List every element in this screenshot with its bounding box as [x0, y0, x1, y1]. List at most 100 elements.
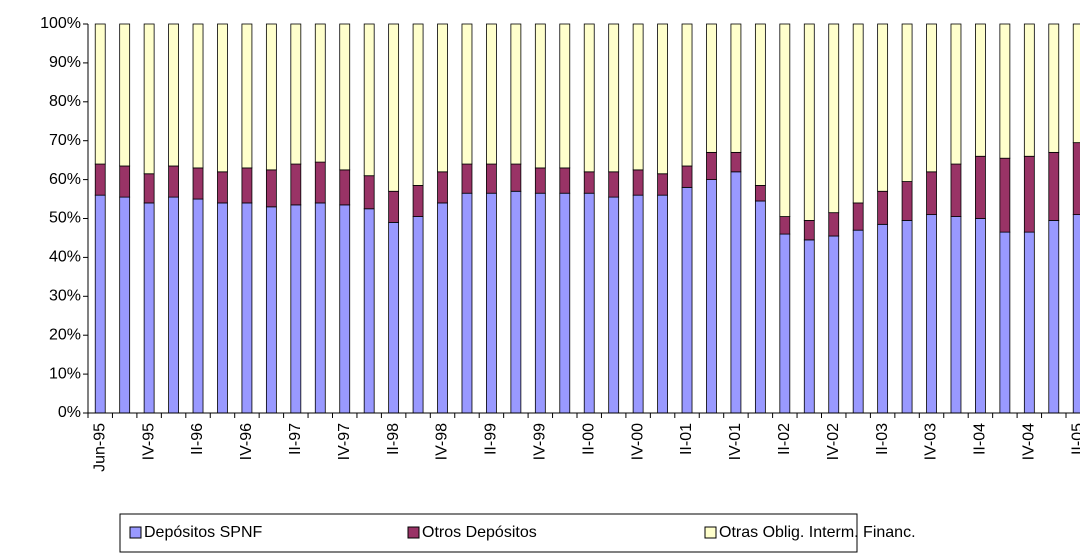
bar-segment: [412, 23, 424, 186]
bar-segment: [94, 194, 106, 414]
bar-segment: [828, 212, 840, 237]
x-tick-label: IV-99: [532, 423, 549, 460]
bar-segment: [192, 198, 204, 414]
bar-segment: [290, 204, 302, 414]
bar-segment: [754, 23, 766, 186]
bar-segment: [94, 23, 106, 165]
bar-segment: [950, 163, 962, 217]
x-tick-label: IV-03: [923, 423, 940, 460]
bar-segment: [877, 190, 889, 225]
bar-segment: [290, 23, 302, 165]
bar-segment: [754, 200, 766, 414]
bar-segment: [779, 23, 791, 217]
bar-segment: [681, 165, 693, 188]
bar-segment: [706, 23, 717, 153]
bar-segment: [168, 23, 179, 167]
x-tick-label: IV-97: [336, 423, 353, 460]
bar-segment: [779, 233, 791, 414]
bar-segment: [754, 185, 766, 202]
bar-segment: [1072, 142, 1080, 216]
bar-segment: [1048, 220, 1060, 414]
bar-segment: [461, 23, 473, 165]
bar-segment: [363, 23, 375, 177]
bar-segment: [975, 218, 986, 414]
bar-segment: [486, 163, 497, 194]
bar-segment: [1023, 155, 1035, 233]
bar-segment: [217, 171, 228, 204]
bar-segment: [706, 151, 717, 180]
bar-segment: [608, 171, 620, 198]
y-tick-label: 20%: [49, 326, 81, 343]
bar-segment: [730, 171, 742, 414]
x-tick-label: II-99: [483, 423, 500, 455]
bar-segment: [412, 216, 424, 414]
bar-segment: [168, 196, 179, 414]
y-tick-label: 0%: [58, 404, 81, 421]
bar-segment: [1023, 23, 1035, 157]
bar-segment: [803, 239, 815, 414]
bar-segment: [1048, 151, 1060, 221]
bar-segment: [975, 155, 986, 219]
bar-segment: [901, 220, 913, 414]
x-tick-label: IV-98: [434, 423, 451, 460]
x-tick-label: II-97: [287, 423, 304, 455]
y-tick-label: 80%: [49, 93, 81, 110]
bar-segment: [265, 169, 277, 208]
bar-segment: [877, 223, 889, 414]
bar-segment: [217, 202, 228, 414]
y-tick-label: 50%: [49, 210, 81, 227]
bar-segment: [950, 216, 962, 414]
bar-segment: [975, 23, 986, 157]
bar-segment: [1023, 231, 1035, 414]
bar-segment: [559, 23, 571, 169]
bar-segment: [828, 235, 840, 414]
bar-segment: [852, 229, 864, 414]
bar-segment: [437, 171, 448, 204]
bar-segment: [510, 23, 522, 165]
x-tick-label: IV-01: [727, 423, 744, 460]
bar-segment: [632, 23, 644, 171]
bar-segment: [583, 23, 595, 173]
bar-segment: [657, 194, 668, 414]
bar-segment: [1072, 214, 1080, 414]
bar-segment: [608, 196, 620, 414]
bar-segment: [168, 165, 179, 198]
y-tick-label: 90%: [49, 54, 81, 71]
bar-segment: [901, 181, 913, 221]
bar-segment: [437, 202, 448, 414]
bar-segment: [314, 202, 326, 414]
bar-segment: [388, 221, 400, 414]
bar-segment: [486, 192, 497, 414]
bar-segment: [950, 23, 962, 165]
bar-segment: [1048, 23, 1060, 153]
bar-segment: [681, 186, 693, 414]
bar-segment: [803, 23, 815, 221]
bar-segment: [265, 206, 277, 414]
bar-segment: [901, 23, 913, 182]
bar-segment: [534, 192, 546, 414]
bar-segment: [241, 167, 253, 204]
bar-segment: [510, 190, 522, 414]
bar-segment: [999, 23, 1011, 159]
bar-segment: [461, 163, 473, 194]
bar-segment: [1072, 23, 1080, 144]
bar-segment: [241, 202, 253, 414]
bar-segment: [339, 204, 351, 414]
x-tick-label: IV-96: [238, 423, 255, 460]
y-tick-label: 10%: [49, 365, 81, 382]
legend-box: [119, 513, 858, 553]
bar-segment: [437, 23, 448, 173]
bar-segment: [314, 161, 326, 204]
bar-segment: [999, 231, 1011, 414]
bar-segment: [559, 167, 571, 194]
bar-segment: [412, 185, 424, 217]
x-tick-label: IV-00: [629, 423, 646, 460]
legend-swatch: [129, 526, 142, 539]
x-tick-label: II-03: [874, 423, 891, 455]
bar-segment: [828, 23, 840, 214]
bar-segment: [926, 214, 937, 414]
y-tick-label: 30%: [49, 288, 81, 305]
bar-segment: [706, 179, 717, 414]
bar-segment: [217, 23, 228, 173]
